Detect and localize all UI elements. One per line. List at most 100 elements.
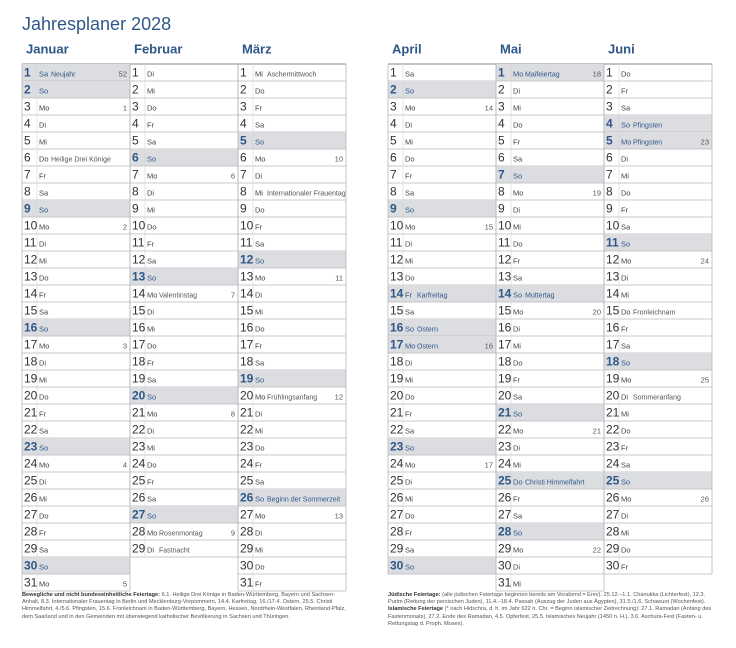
weekday: Mi (513, 341, 521, 350)
weekday: Di (39, 477, 46, 486)
day-number: 16 (606, 321, 620, 335)
week-number: 22 (593, 545, 601, 554)
weekday: So (255, 256, 264, 265)
day-number: 11 (498, 236, 511, 250)
week-number: 52 (119, 69, 127, 78)
weekday: Fr (147, 358, 155, 367)
day-number: 5 (132, 134, 139, 148)
weekday: Mi (405, 375, 413, 384)
day-number: 30 (24, 559, 38, 573)
weekday: Di (147, 426, 154, 435)
weekday: Mi (147, 86, 155, 95)
weekday: Sa (39, 545, 49, 554)
day-number: 13 (240, 270, 254, 284)
weekday: Do (513, 120, 523, 129)
weekday: Mi (513, 222, 521, 231)
day-number: 23 (606, 440, 620, 454)
weekday: Fr (513, 375, 521, 384)
day-number: 7 (240, 168, 247, 182)
weekday: Mo (39, 579, 49, 588)
holiday-note: Muttertag (525, 292, 555, 299)
weekday: Do (405, 392, 415, 401)
day-number: 17 (390, 338, 404, 352)
weekday: Di (147, 188, 154, 197)
day-number: 19 (132, 372, 146, 386)
day-number: 10 (498, 219, 512, 233)
day-number: 16 (132, 321, 146, 335)
weekday: Do (621, 545, 631, 554)
day-number: 1 (24, 66, 31, 80)
day-number: 25 (132, 474, 146, 488)
day-number: 14 (132, 287, 146, 301)
day-number: 22 (498, 423, 512, 437)
day-number: 4 (240, 117, 247, 131)
weekday: Mo (39, 341, 49, 350)
week-number: 3 (123, 341, 127, 350)
day-number: 14 (240, 287, 254, 301)
weekday: Do (405, 273, 415, 282)
week-number: 26 (701, 494, 709, 503)
weekday: Fr (255, 103, 263, 112)
day-number: 31 (240, 576, 254, 590)
week-number: 17 (485, 460, 493, 469)
weekday: Mo (405, 460, 415, 469)
weekday: Mi (405, 137, 413, 146)
weekday: Sa (255, 239, 265, 248)
day-number: 17 (24, 338, 38, 352)
day-number: 1 (240, 66, 247, 80)
day-number: 23 (24, 440, 38, 454)
weekday: Mo (147, 171, 157, 180)
weekday: So (255, 375, 264, 384)
weekday: Do (621, 307, 631, 316)
day-number: 14 (390, 287, 404, 301)
highlight-row (496, 472, 604, 489)
weekday: Mo (621, 256, 631, 265)
weekday: Do (621, 69, 631, 78)
day-number: 20 (498, 389, 512, 403)
highlight-row (388, 438, 496, 455)
weekday: Di (255, 528, 262, 537)
highlight-row (496, 285, 604, 302)
weekday: Mo (405, 341, 415, 350)
weekday: Mo (147, 409, 157, 418)
highlight-row (130, 268, 238, 285)
weekday: So (513, 409, 522, 418)
day-number: 19 (390, 372, 404, 386)
day-number: 20 (606, 389, 620, 403)
day-number: 8 (24, 185, 31, 199)
day-number: 21 (240, 406, 254, 420)
footnote-label: Bewegliche und nicht bundeseinheitliche … (22, 592, 161, 598)
day-number: 4 (132, 117, 139, 131)
weekday: Sa (147, 137, 157, 146)
highlight-row (130, 387, 238, 404)
day-number: 19 (24, 372, 38, 386)
day-number: 25 (606, 474, 620, 488)
day-number: 17 (606, 338, 620, 352)
day-number: 12 (606, 253, 620, 267)
weekday: Sa (39, 69, 49, 78)
day-number: 28 (498, 525, 512, 539)
weekday: Di (255, 290, 262, 299)
holiday-note: Valentinstag (159, 292, 197, 299)
day-number: 26 (132, 491, 146, 505)
weekday: Mi (621, 409, 629, 418)
weekday: So (405, 86, 414, 95)
weekday: Fr (147, 120, 155, 129)
day-number: 11 (606, 236, 619, 250)
day-number: 30 (390, 559, 404, 573)
day-number: 18 (390, 355, 404, 369)
weekday: So (513, 528, 522, 537)
month-name: Februar (134, 41, 182, 56)
day-number: 21 (606, 406, 620, 420)
weekday: Sa (405, 69, 415, 78)
highlight-row (22, 200, 130, 217)
holiday-note: Ostern (417, 326, 438, 333)
weekday: Mi (39, 256, 47, 265)
day-number: 29 (498, 542, 512, 556)
weekday: Sa (513, 154, 523, 163)
weekday: Sa (147, 375, 157, 384)
weekday: Sa (405, 426, 415, 435)
weekday: Di (621, 273, 628, 282)
weekday: Fr (39, 409, 47, 418)
